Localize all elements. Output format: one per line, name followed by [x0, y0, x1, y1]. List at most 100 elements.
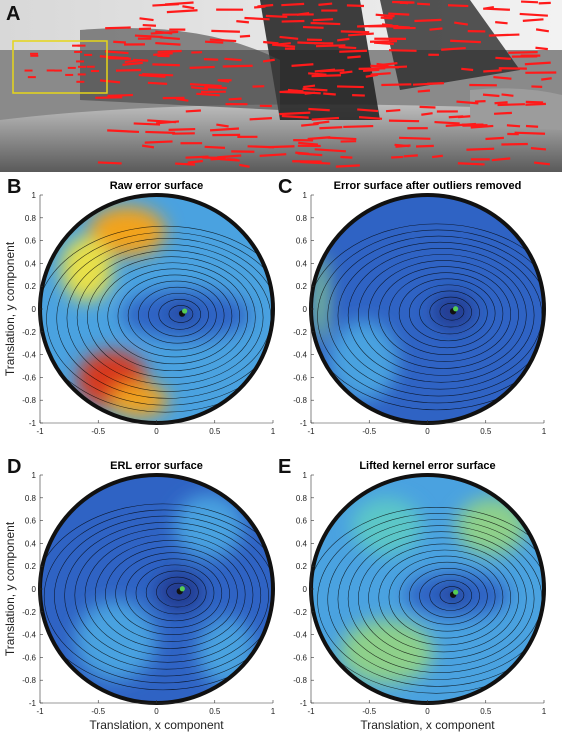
flow-vector — [139, 17, 154, 22]
y-tick-label: 0 — [32, 305, 37, 314]
flow-vector — [279, 111, 311, 116]
flow-vector — [347, 55, 361, 59]
flow-vector — [520, 0, 539, 4]
flow-vector — [483, 6, 495, 10]
flow-vector — [259, 153, 287, 157]
minimum-marker-green — [453, 306, 459, 312]
contour-panel-c: 1 0.8 0.6 0.4 0.2 0 -0.2 -0.4 -0.6 -0.8 -1-1 -0.5 0 0… — [278, 176, 547, 436]
flow-vector — [431, 154, 443, 159]
flow-vector — [175, 162, 196, 166]
flow-vector — [514, 131, 546, 135]
flow-vector — [363, 68, 380, 73]
x-tick-label: 0.5 — [480, 707, 492, 716]
flow-vector — [457, 115, 471, 119]
panel-title: ERL error surface — [110, 460, 203, 472]
flow-vector — [445, 122, 477, 127]
y-tick-label: 0.8 — [296, 214, 308, 223]
flow-vector — [525, 100, 544, 104]
contour-line — [317, 513, 544, 687]
flow-vector — [291, 63, 314, 67]
flow-vector — [311, 116, 340, 121]
surface-region — [60, 237, 113, 302]
flow-vector — [369, 40, 398, 43]
flow-vector — [388, 119, 420, 123]
y-tick-label: -0.8 — [293, 396, 307, 405]
contour-line — [327, 519, 544, 680]
y-tick-label: 0.4 — [296, 259, 308, 268]
flow-vector — [115, 68, 141, 72]
flow-vector — [340, 30, 370, 34]
flow-vector — [244, 16, 270, 21]
flow-vector — [346, 4, 365, 8]
flow-vector — [187, 159, 203, 164]
y-tick-label: -0.2 — [22, 608, 36, 617]
contour-line — [347, 247, 535, 383]
flow-vector — [348, 32, 374, 37]
y-tick-label: -0.2 — [293, 608, 307, 617]
contour-line — [388, 272, 504, 355]
flow-vector — [495, 56, 511, 60]
flow-vector — [304, 91, 316, 95]
flow-vector — [133, 122, 161, 126]
flow-vector — [313, 120, 330, 125]
flow-vector — [538, 1, 551, 5]
flow-vector — [297, 41, 325, 45]
y-tick-label: -0.6 — [22, 373, 36, 382]
flow-vector — [392, 0, 413, 4]
flow-vector — [155, 120, 180, 125]
flow-vector — [519, 12, 548, 17]
x-tick-label: -0.5 — [362, 707, 376, 716]
flow-vector — [182, 5, 195, 10]
flow-vector — [155, 41, 181, 46]
flow-vector — [414, 18, 442, 23]
flow-vector — [335, 164, 360, 168]
surface-region — [109, 383, 169, 418]
flow-vector — [307, 136, 331, 141]
flow-vector — [211, 29, 240, 33]
flow-vector — [450, 39, 481, 44]
y-tick-label: 0 — [303, 585, 308, 594]
flow-vector — [357, 108, 379, 113]
y-axis-label: Translation, y component — [3, 521, 17, 656]
flow-vector — [488, 33, 520, 37]
flow-vector — [279, 35, 299, 40]
flow-vector — [530, 147, 547, 151]
contour-line — [368, 260, 519, 369]
flow-vector — [417, 2, 431, 6]
flow-vector — [189, 65, 215, 69]
y-tick-label: -1 — [300, 699, 308, 708]
flow-vector — [239, 163, 250, 168]
flow-vector — [122, 61, 143, 66]
flow-vector — [370, 64, 399, 69]
x-tick-label: 0 — [154, 707, 159, 716]
flow-vector — [337, 37, 350, 42]
flow-vector — [373, 41, 394, 46]
y-tick-label: 0.4 — [25, 259, 37, 268]
y-tick-label: 0.6 — [296, 517, 308, 526]
contour-line — [378, 549, 512, 646]
flow-vector — [142, 23, 157, 27]
flow-vector — [508, 50, 538, 54]
x-tick-label: 0.5 — [480, 427, 492, 436]
contour-line — [127, 280, 225, 351]
flow-vector — [441, 46, 466, 51]
contour-line — [76, 250, 264, 385]
contour-line — [378, 266, 512, 362]
flow-vector — [494, 101, 508, 105]
flow-vector — [461, 67, 474, 72]
y-axis-label: Translation, y component — [3, 241, 17, 376]
panel-title: Error surface after outliers removed — [334, 180, 522, 192]
y-tick-label: -1 — [29, 419, 37, 428]
flow-vector — [107, 129, 140, 134]
surface-region — [197, 617, 256, 686]
contour-line — [156, 576, 199, 608]
contour-line — [97, 262, 248, 372]
contour-line — [429, 296, 473, 328]
flow-vector — [535, 28, 549, 33]
flow-vector — [196, 92, 220, 97]
y-tick-label: 1 — [32, 471, 37, 480]
flow-vector — [296, 11, 310, 16]
y-tick-label: -0.8 — [22, 396, 36, 405]
flow-vector — [99, 79, 121, 84]
flow-vector — [454, 21, 469, 26]
